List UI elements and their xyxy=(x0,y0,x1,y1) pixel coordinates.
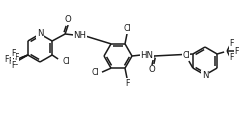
Text: F: F xyxy=(8,58,13,66)
Text: Cl: Cl xyxy=(62,57,70,65)
Text: F: F xyxy=(234,46,238,56)
Text: F: F xyxy=(12,61,16,69)
Text: F: F xyxy=(12,48,16,58)
Text: F: F xyxy=(5,55,9,63)
Text: F: F xyxy=(125,79,129,88)
Text: N: N xyxy=(202,71,208,79)
Text: O: O xyxy=(65,16,71,25)
Text: Cl: Cl xyxy=(182,50,190,60)
Text: F: F xyxy=(14,52,19,62)
Text: O: O xyxy=(149,65,155,75)
Text: HN: HN xyxy=(140,50,153,60)
Text: F: F xyxy=(229,40,233,48)
Text: Cl: Cl xyxy=(123,24,131,33)
Text: F: F xyxy=(13,62,18,71)
Text: N: N xyxy=(37,30,43,38)
Text: Cl: Cl xyxy=(91,68,99,77)
Text: F: F xyxy=(229,53,233,62)
Text: NH: NH xyxy=(74,31,87,40)
